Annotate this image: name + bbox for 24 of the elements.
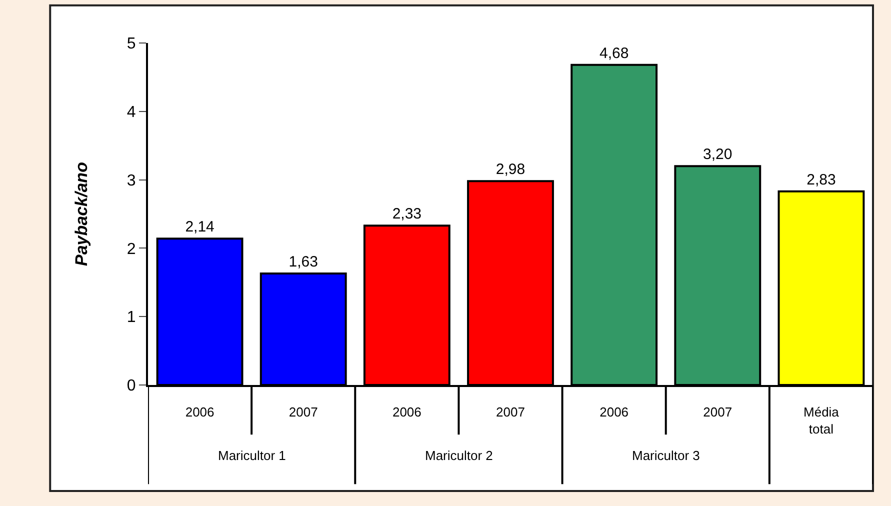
x-tick-label: 2007 [496,404,525,420]
x-tick-label: 2007 [703,404,732,420]
data-label: 3,20 [703,146,732,164]
y-tick-label: 4 [126,104,136,121]
x-tick-label: 2007 [288,404,318,420]
data-label: 1,63 [288,254,318,271]
data-label: 2,33 [392,206,422,223]
data-label: 2,14 [185,218,214,236]
text: Maricultor 1 [218,448,286,463]
data-label: 2,98 [496,161,526,178]
text: Maricultor 3 [632,448,700,463]
x-tick-label: Média total [804,404,840,436]
y-tick-label: 0 [126,378,136,395]
y-tick-label: 5 [126,36,136,53]
x-tick-label: 2006 [392,404,422,420]
y-tick-label: 3 [126,172,136,190]
x-tick-label: 2006 [185,404,214,420]
y-tick-label: 2 [126,240,136,258]
data-label: 4,68 [599,44,629,62]
x-tick-label: 2006 [600,404,629,420]
y-tick-label: 1 [126,309,136,326]
text: Maricultor 2 [425,448,493,463]
data-label: 2,83 [806,171,836,188]
y-axis-title: Payback/ano [72,162,91,266]
